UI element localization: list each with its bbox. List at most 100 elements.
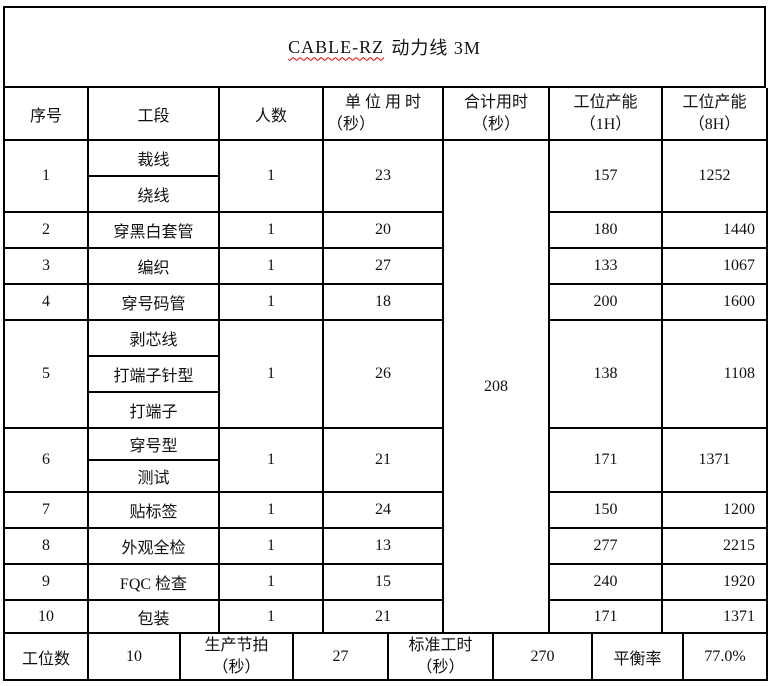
table-row: 5 剥芯线 1 26 138 1108 (3, 319, 768, 429)
title-product-name: 动力线 3M (391, 38, 481, 58)
cell-process: 打端子针型 (87, 355, 220, 393)
cell-capacity-8h: 1108 (661, 319, 768, 429)
cell-unit-time: 15 (322, 563, 444, 601)
col-header-capacity-8h-line2: （8H） (688, 115, 741, 133)
cell-unit-time: 13 (322, 527, 444, 565)
col-header-capacity-8h-line1: 工位产能 (682, 93, 747, 111)
process-table: 序号 工段 人数 单 位 用 时 （秒） 合计用时 （秒） 工位产能 （1H） … (3, 88, 768, 634)
cell-process: 裁线 (87, 139, 220, 177)
title-product-code: CABLE-RZ (288, 36, 385, 57)
std-time-label: 标准工时 （秒） (387, 634, 494, 681)
table-subrow: 打端子 (4, 391, 767, 429)
production-balance-table: CABLE-RZ 动力线 3M 序号 工段 人数 单 位 用 时 （秒） 合计用时… (3, 6, 768, 681)
table-row: 10 包装 1 21 171 1371 (3, 599, 768, 634)
col-header-capacity-1h-line2: （1H） (579, 115, 632, 133)
takt-label-line1: 生产节拍 (204, 636, 269, 654)
cell-people: 1 (218, 427, 324, 493)
cell-capacity-1h: 180 (548, 211, 663, 249)
header-row: 序号 工段 人数 单 位 用 时 （秒） 合计用时 （秒） 工位产能 （1H） … (3, 88, 768, 141)
cell-seq: 9 (3, 563, 89, 601)
table-row: 2 穿黑白套管 1 20 180 1440 (3, 211, 768, 249)
cell-unit-time: 23 (322, 139, 444, 213)
cell-people: 1 (218, 599, 324, 634)
cell-seq: 10 (3, 599, 89, 634)
cell-capacity-1h: 133 (548, 247, 663, 285)
cell-process: 包装 (87, 599, 220, 634)
takt-label-line2: （秒） (212, 658, 261, 676)
cell-capacity-1h: 150 (548, 491, 663, 529)
cell-process: 打端子 (87, 391, 220, 429)
cell-process: 剥芯线 (87, 319, 220, 357)
cell-process: 测试 (87, 459, 220, 493)
cell-process: FQC 检查 (87, 563, 220, 601)
document-title: CABLE-RZ 动力线 3M (3, 6, 766, 88)
cell-seq: 7 (3, 491, 89, 529)
cell-capacity-8h: 1371 (661, 427, 768, 493)
table-subrow: 测试 (4, 459, 767, 493)
cell-seq: 2 (3, 211, 89, 249)
std-time-label-line1: 标准工时 (408, 636, 473, 654)
std-time-value: 270 (492, 634, 593, 681)
cell-process: 穿号码管 (87, 283, 220, 321)
cell-people: 1 (218, 211, 324, 249)
std-time-label-line2: （秒） (416, 658, 465, 676)
cell-process: 绕线 (87, 175, 220, 213)
cell-unit-time: 26 (322, 319, 444, 429)
table-row: 7 贴标签 1 24 150 1200 (3, 491, 768, 529)
table-row: 3 编织 1 27 133 1067 (3, 247, 768, 285)
table-subrow: 绕线 (4, 175, 767, 213)
cell-people: 1 (218, 283, 324, 321)
cell-capacity-8h: 1067 (661, 247, 768, 285)
cell-seq: 6 (3, 427, 89, 493)
summary-row: 工位数 10 生产节拍 （秒） 27 标准工时 （秒） 270 平衡率 77.0… (3, 634, 768, 681)
col-header-unit-time-line1: 单 位 用 时 (344, 93, 421, 111)
cell-people: 1 (218, 563, 324, 601)
cell-unit-time: 24 (322, 491, 444, 529)
cell-people: 1 (218, 527, 324, 565)
cell-capacity-8h: 1200 (661, 491, 768, 529)
col-header-total-time-line2: （秒） (471, 115, 520, 133)
table-row: 1 裁线 1 23 208 157 1252 (3, 139, 768, 634)
col-header-capacity-1h: 工位产能 （1H） (548, 88, 663, 141)
cell-unit-time: 20 (322, 211, 444, 249)
stations-value: 10 (87, 634, 181, 681)
cell-capacity-1h: 157 (548, 139, 663, 213)
cell-capacity-1h: 240 (548, 563, 663, 601)
col-header-capacity-1h-line1: 工位产能 (573, 93, 638, 111)
cell-process: 编织 (87, 247, 220, 285)
cell-seq: 3 (3, 247, 89, 285)
cell-people: 1 (218, 491, 324, 529)
cell-capacity-1h: 277 (548, 527, 663, 565)
cell-people: 1 (218, 319, 324, 429)
table-row: 9 FQC 检查 1 15 240 1920 (3, 563, 768, 601)
col-header-unit-time: 单 位 用 时 （秒） (322, 88, 444, 141)
cell-capacity-8h: 1600 (661, 283, 768, 321)
summary-table: 工位数 10 生产节拍 （秒） 27 标准工时 （秒） 270 平衡率 77.0… (3, 634, 768, 681)
cell-people: 1 (218, 247, 324, 285)
cell-process: 外观全检 (87, 527, 220, 565)
cell-capacity-8h: 1920 (661, 563, 768, 601)
col-header-capacity-8h: 工位产能 （8H） (661, 88, 768, 141)
stations-label: 工位数 (3, 634, 89, 681)
cell-capacity-1h: 138 (548, 319, 663, 429)
cell-unit-time: 27 (322, 247, 444, 285)
col-header-process: 工段 (87, 88, 220, 141)
takt-label: 生产节拍 （秒） (179, 634, 294, 681)
cell-capacity-8h: 2215 (661, 527, 768, 565)
cell-capacity-1h: 171 (548, 427, 663, 493)
cell-capacity-8h: 1252 (661, 139, 768, 213)
cell-capacity-8h: 1440 (661, 211, 768, 249)
takt-value: 27 (292, 634, 389, 681)
balance-value: 77.0% (682, 634, 768, 681)
cell-capacity-1h: 171 (548, 599, 663, 634)
cell-total-time: 208 (442, 139, 550, 634)
col-header-unit-time-line2: （秒） (327, 115, 376, 133)
col-header-seq: 序号 (3, 88, 89, 141)
cell-unit-time: 21 (322, 599, 444, 634)
cell-capacity-8h: 1371 (661, 599, 768, 634)
table-row: 4 穿号码管 1 18 200 1600 (3, 283, 768, 321)
col-header-total-time: 合计用时 （秒） (442, 88, 550, 141)
cell-people: 1 (218, 139, 324, 213)
col-header-people: 人数 (218, 88, 324, 141)
